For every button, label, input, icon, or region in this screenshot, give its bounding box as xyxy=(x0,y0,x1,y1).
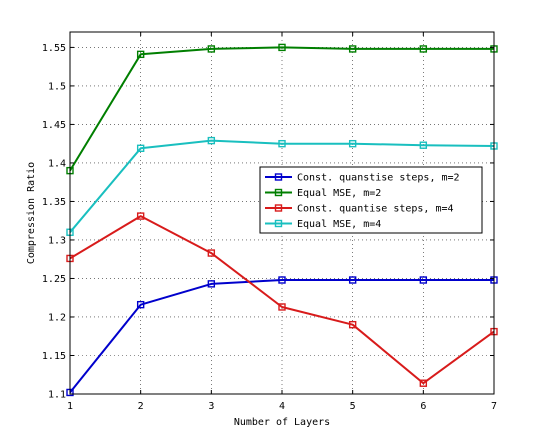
y-tick-label: 1.5 xyxy=(48,81,66,92)
data-point xyxy=(348,45,357,53)
data-point xyxy=(207,136,216,145)
legend: Const. quanstise steps, m=2 Equal MSE, m=… xyxy=(259,166,483,234)
series-line-4 xyxy=(69,139,495,233)
x-axis-label: Number of Layers xyxy=(234,417,330,428)
legend-label: Const. quanstise steps, m=2 xyxy=(297,173,460,184)
y-tick-labels: 1.1 1.15 1.2 1.25 1.3 1.35 1.4 1.45 1.5 1.55 xyxy=(42,43,66,401)
legend-label: Const. quantise steps, m=4 xyxy=(297,204,454,215)
x-tick-label: 4 xyxy=(279,401,285,412)
y-tick-label: 1.15 xyxy=(42,351,66,362)
data-point xyxy=(419,276,428,284)
data-point xyxy=(419,45,428,53)
y-tick-label: 1.25 xyxy=(42,274,66,285)
legend-marker xyxy=(274,173,283,181)
data-point xyxy=(207,45,216,53)
legend-marker xyxy=(274,219,283,228)
data-point xyxy=(278,43,286,52)
x-tick-label: 1 xyxy=(67,401,73,412)
data-point xyxy=(278,139,286,148)
data-point xyxy=(278,276,286,284)
data-point xyxy=(136,50,145,59)
series-layer xyxy=(66,43,498,397)
data-point xyxy=(278,303,286,311)
legend-box xyxy=(259,166,483,234)
legend-label: Equal MSE, m=4 xyxy=(297,219,381,230)
y-tick-label: 1.3 xyxy=(48,235,66,246)
data-point xyxy=(419,141,428,149)
y-tick-label: 1.55 xyxy=(42,43,66,54)
data-point xyxy=(207,249,216,257)
data-point xyxy=(136,212,145,220)
data-point xyxy=(348,276,357,284)
data-point xyxy=(136,300,145,309)
series-line-1 xyxy=(69,279,494,394)
data-point xyxy=(207,280,216,288)
data-point xyxy=(136,144,145,153)
y-tick-label: 1.1 xyxy=(48,390,66,401)
x-tick-label: 5 xyxy=(350,401,356,412)
y-tick-label: 1.45 xyxy=(42,120,66,131)
y-tick-label: 1.4 xyxy=(48,158,66,169)
y-tick-label: 1.35 xyxy=(42,197,66,208)
x-tick-labels: 1 2 3 4 5 6 7 xyxy=(67,401,497,412)
data-point xyxy=(348,320,357,329)
y-axis-label: Compression Ratio xyxy=(26,162,37,264)
data-point xyxy=(348,139,357,148)
x-tick-label: 7 xyxy=(491,401,497,412)
legend-marker xyxy=(274,204,283,212)
x-tick-label: 3 xyxy=(208,401,214,412)
series-line-3 xyxy=(69,215,495,385)
y-tick-label: 1.2 xyxy=(48,312,66,323)
x-tick-label: 2 xyxy=(138,401,144,412)
legend-label: Equal MSE, m=2 xyxy=(297,188,381,199)
x-tick-label: 6 xyxy=(420,401,426,412)
series-line-2 xyxy=(69,46,494,172)
data-point xyxy=(419,379,428,387)
legend-marker xyxy=(274,188,283,197)
axis-ticks xyxy=(69,32,495,395)
